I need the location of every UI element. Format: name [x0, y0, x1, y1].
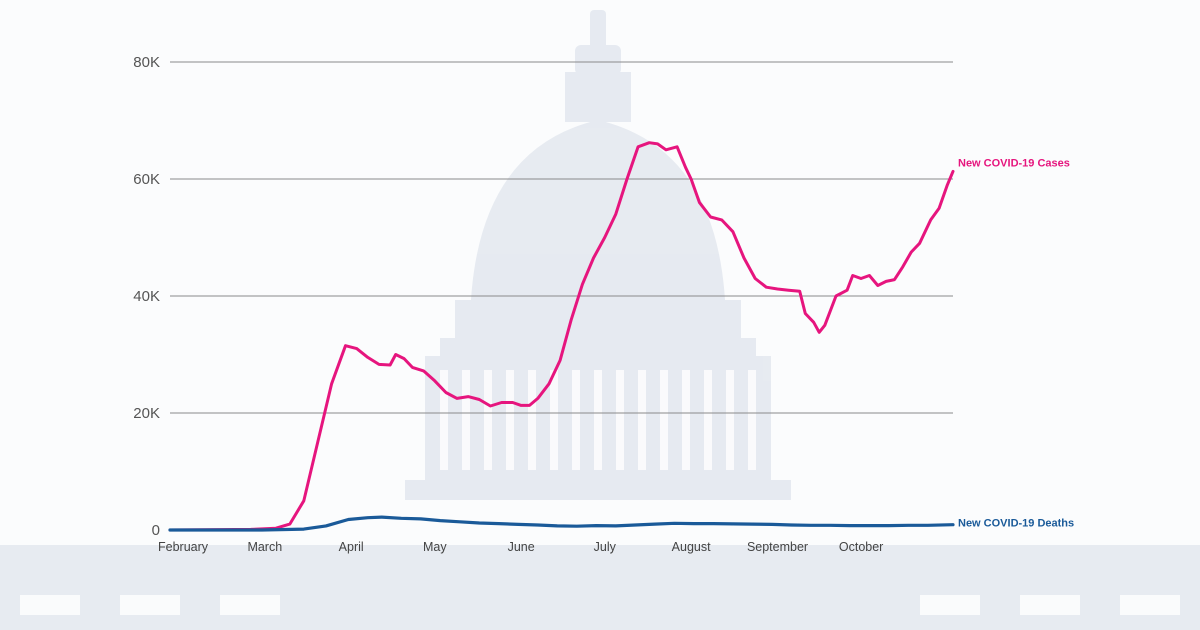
series-line: [168, 515, 955, 532]
x-tick-label: June: [508, 540, 535, 554]
capitol-columns: [20, 370, 1180, 615]
series-label: New COVID-19 Cases: [958, 157, 1070, 169]
x-tick-label: August: [672, 540, 711, 554]
y-tick-label: 60K: [133, 171, 160, 188]
y-tick-label: 40K: [133, 288, 160, 305]
y-axis-ticks: 0 20K 40K 60K 80K: [133, 54, 160, 539]
series-line: [168, 141, 955, 532]
gridlines: [170, 61, 953, 414]
series-label: New COVID-19 Deaths: [958, 518, 1074, 530]
series-labels: New COVID-19 Cases New COVID-19 Deaths: [958, 157, 1074, 529]
x-tick-label: April: [339, 540, 364, 554]
x-tick-label: May: [423, 540, 447, 554]
y-tick-label: 80K: [133, 54, 160, 71]
x-tick-label: October: [839, 540, 883, 554]
y-tick-label: 0: [152, 522, 160, 539]
y-tick-label: 20K: [133, 405, 160, 422]
x-tick-label: September: [747, 540, 808, 554]
series-lines: [168, 141, 955, 532]
x-tick-label: February: [158, 540, 209, 554]
x-tick-label: March: [247, 540, 282, 554]
x-axis-ticks: February March April May June July August Septe…: [158, 540, 883, 554]
x-tick-label: July: [594, 540, 617, 554]
